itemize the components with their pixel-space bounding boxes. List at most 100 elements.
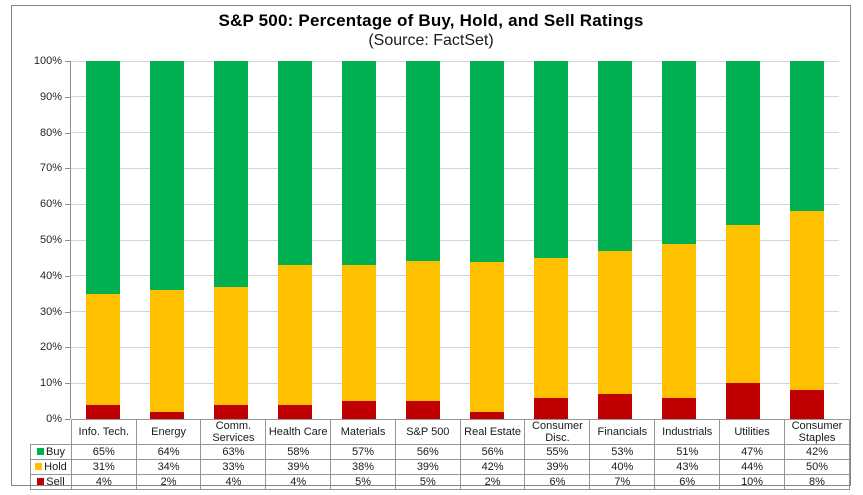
- bar-segment-hold: [790, 211, 824, 390]
- data-table: Info. Tech. Energy Comm. Services Health Ca…: [30, 419, 851, 490]
- bar-segment-sell: [598, 394, 632, 419]
- y-axis-tick: [65, 96, 70, 98]
- table-value-cell: 44%: [719, 459, 785, 475]
- bar-segment-buy: [598, 61, 632, 251]
- y-axis-label: 70%: [39, 162, 62, 175]
- data-table-body: Buy 65% 64% 63% 58% 57% 56% 56% 55% 53% 51% 47% 42% H…: [30, 444, 851, 490]
- bar-segment-sell: [534, 398, 568, 419]
- table-category-header: Materials: [330, 419, 396, 445]
- bar-segment-sell: [342, 401, 376, 419]
- y-axis-tick: [65, 168, 70, 170]
- table-value-cell: 2%: [135, 474, 202, 490]
- table-value-cell: 53%: [589, 444, 656, 460]
- bar-segment-buy: [534, 61, 568, 258]
- table-value-cell: 39%: [524, 459, 591, 475]
- table-value-cell: 43%: [654, 459, 721, 475]
- legend-label: Sell: [46, 476, 65, 488]
- bar-segment-hold: [342, 265, 376, 401]
- legend-cell-buy: Buy: [30, 444, 72, 460]
- table-value-cell: 42%: [783, 444, 851, 460]
- y-axis-tick: [65, 61, 70, 62]
- table-value-cell: 4%: [200, 474, 267, 490]
- bar-segment-hold: [598, 251, 632, 394]
- bar-segment-sell: [726, 383, 760, 419]
- table-value-cell: 31%: [70, 459, 137, 475]
- legend-swatch-buy-icon: [36, 448, 44, 455]
- data-table-header: Info. Tech. Energy Comm. Services Health Ca…: [30, 419, 851, 445]
- table-value-cell: 2%: [459, 474, 526, 490]
- y-axis-tick: [65, 383, 70, 385]
- table-value-cell: 39%: [394, 459, 461, 475]
- table-value-cell: 7%: [589, 474, 656, 490]
- bar-segment-hold: [406, 261, 440, 401]
- table-value-cell: 63%: [200, 444, 267, 460]
- y-axis-label: 60%: [39, 198, 62, 211]
- bar-segment-sell: [86, 405, 120, 419]
- legend-cell-hold: Hold: [30, 459, 72, 475]
- table-value-cell: 50%: [783, 459, 851, 475]
- gridline: [71, 203, 839, 205]
- gridline: [71, 239, 839, 241]
- chart-frame: S&P 500: Percentage of Buy, Hold, and Se…: [11, 5, 851, 490]
- gridline: [71, 61, 839, 62]
- y-axis-tick: [65, 240, 70, 241]
- table-category-header: Financials: [589, 419, 656, 445]
- bar-segment-hold: [214, 287, 248, 405]
- y-axis-label: 90%: [39, 90, 62, 103]
- table-value-cell: 55%: [524, 444, 591, 460]
- legend-swatch-sell-icon: [37, 478, 45, 485]
- y-axis-label: 100%: [33, 55, 62, 67]
- bar-segment-sell: [406, 401, 440, 419]
- bar-segment-buy: [662, 61, 696, 244]
- plot-area: [70, 61, 839, 419]
- table-category-header: Real Estate: [459, 419, 526, 445]
- table-value-cell: 39%: [265, 459, 332, 475]
- table-value-cell: 34%: [135, 459, 202, 475]
- y-axis-tick: [65, 275, 70, 277]
- table-value-cell: 56%: [394, 444, 461, 460]
- table-category-header: Utilities: [719, 419, 785, 445]
- table-value-cell: 33%: [200, 459, 267, 475]
- table-value-cell: 56%: [459, 444, 526, 460]
- bar-segment-buy: [86, 61, 120, 294]
- table-value-cell: 64%: [135, 444, 202, 460]
- gridline: [71, 382, 839, 384]
- table-corner-cell: [30, 419, 72, 445]
- table-value-cell: 4%: [265, 474, 332, 490]
- table-value-cell: 65%: [70, 444, 137, 460]
- bar-segment-sell: [470, 412, 504, 419]
- bar-segment-buy: [790, 61, 824, 211]
- bar-segment-hold: [726, 225, 760, 383]
- legend-cell-sell: Sell: [30, 474, 72, 490]
- table-value-cell: 51%: [654, 444, 721, 460]
- gridline: [71, 132, 839, 134]
- table-category-header: Health Care: [265, 419, 332, 445]
- table-category-header: Comm. Services: [200, 419, 267, 445]
- legend-label: Hold: [44, 461, 67, 473]
- bar-segment-hold: [534, 258, 568, 398]
- y-axis-tick: [65, 132, 70, 134]
- bar-segment-sell: [214, 405, 248, 419]
- bar-segment-hold: [470, 262, 504, 412]
- table-value-cell: 6%: [654, 474, 721, 490]
- table-value-cell: 58%: [265, 444, 332, 460]
- bar-segment-hold: [86, 294, 120, 405]
- legend-label: Buy: [45, 446, 65, 458]
- y-axis-label: 10%: [39, 377, 62, 390]
- table-category-header: Consumer Disc.: [524, 419, 591, 445]
- bar-segment-buy: [214, 61, 248, 287]
- bar-segment-hold: [662, 244, 696, 398]
- bar-segment-buy: [726, 61, 760, 225]
- y-axis-label: 40%: [39, 269, 62, 282]
- bar-segment-buy: [470, 61, 504, 262]
- chart-subtitle: (Source: FactSet): [368, 32, 494, 49]
- y-axis-label: 80%: [39, 126, 62, 139]
- gridline: [71, 96, 839, 98]
- bar-segment-buy: [342, 61, 376, 265]
- y-axis-tick: [65, 204, 70, 206]
- table-row-buy: Buy 65% 64% 63% 58% 57% 56% 56% 55% 53% 51% 47% 42%: [30, 444, 851, 460]
- bar-segment-buy: [150, 61, 184, 290]
- table-value-cell: 57%: [330, 444, 396, 460]
- table-value-cell: 5%: [330, 474, 396, 490]
